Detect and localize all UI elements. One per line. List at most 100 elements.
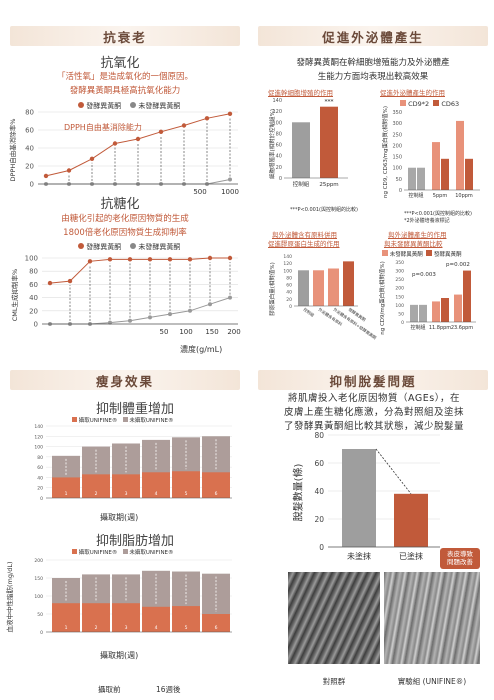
x-tick-label: 200 [227,328,240,336]
legend-unfermented: 未發酵異黃酮 [138,243,181,251]
y-tick-label: 150 [395,294,404,300]
bar [342,449,376,547]
bar [408,167,416,190]
sub-exo2-a: 與外泌體產生的作用 [388,231,447,239]
bar-with [82,603,110,632]
x-tick-label: 5ppm [433,193,448,199]
antigly-title: 抗糖化 [100,197,140,212]
y-tick-label: 40 [37,475,43,481]
bar [313,270,324,306]
fat-xlabel: 攝取期(週) [100,651,139,660]
data-point-fermented [67,278,73,284]
exo2-bar-chart: 0 50 100 150 200 250 300 350 控制組 11.8ppm 23.6ppm [395,260,476,331]
bar [292,122,310,178]
y-tick-label: 20 [25,163,34,171]
legend-cd63: CD63 [441,100,460,108]
legend-swatch-cd9 [400,100,406,106]
y-tick-label: 150 [392,155,402,161]
bar-with [202,614,230,632]
x-tick-label: 6 [215,625,218,631]
bar [454,294,462,322]
bar-with [142,472,170,498]
antigly-legend: 發酵異黃酮 未發酵異黃酮 [78,242,180,252]
fat-title: 抑制脂肪增加 [95,534,174,549]
fat-ylabel: 血液中中性脂肪(mg/dL) [6,561,14,633]
x-tick-label: 5 [185,625,188,631]
legend-dot-fermented [78,102,84,108]
improvement-badge: 表皮導致 問題改善 [440,548,480,569]
y-tick-label: 60 [37,465,43,471]
y-tick-label: 100 [34,594,43,600]
x-tick-label: 6 [215,491,218,497]
x-tick-label: 150 [205,328,218,336]
data-point-unfermented [228,295,232,300]
bar [298,270,309,306]
x-tick-label: 500 [193,188,206,196]
cells-bar-chart: 0 20 40 60 80 100 120 140 控制組 25ppm *** [272,98,348,188]
x-tick-label: 5 [185,491,188,497]
bar-with [52,477,80,498]
antiox-ylabel: DPPH自由基消除率% [9,118,17,182]
y-tick-label: 60 [25,127,34,135]
x-tick-label: 3 [125,491,128,497]
antigly-line2: 1800倍老化原因物質生成抑制率 [63,228,187,238]
cml-line-chart: 0 20 40 60 80 100 50 100 150 200 [25,255,241,337]
legend-swatch-with [72,549,77,554]
sub-exo2-b: 與未發酵異黃酮比較 [384,240,443,248]
y-tick-label: 20 [286,297,292,303]
legend-dot-unfermented [130,102,137,108]
y-tick-label: 100 [25,255,38,263]
weight-title: 抑制體重增加 [95,402,174,417]
y-tick-label: 140 [283,254,292,260]
sub-col-a: 與外泌體含有原料併用 [272,231,337,239]
y-tick-label: 0 [40,630,43,636]
legend-swatch-without [122,549,128,554]
x-tick-label: 控制組 [293,180,310,188]
exo-bar-chart: 0 50 100 150 200 250 300 350 控制組 5ppm 10ppm [392,110,480,199]
y-tick-label: 0 [30,181,34,189]
bar [419,304,427,322]
bar-with [112,474,140,498]
x-tick-label: 1000 [221,188,239,196]
legend-swatch-unfermented [382,250,388,256]
data-point-fermented [87,259,93,264]
bar [463,270,471,322]
x-tick-label: 25ppm [319,182,338,188]
y-tick-label: 200 [392,143,402,149]
weight-legend: 攝取UNIFINE® 未攝取UNIFINE® [72,416,174,424]
y-tick-label: 40 [29,294,38,302]
experiment-photo [384,572,480,664]
x-tick-label: 2 [95,625,98,631]
bar [432,142,440,190]
bar [432,301,440,322]
antiox-title: 抗氧化 [100,56,140,71]
data-point-fermented [107,257,113,262]
note-exo-b: *2外泌體培養液標記 [404,218,450,224]
y-tick-label: 20 [276,165,282,171]
y-tick-label: 200 [395,286,404,292]
data-point-fermented [127,257,133,262]
data-point-fermented [47,280,53,286]
x-tick-label: 4 [155,625,158,631]
x-tick-label: 100 [179,328,192,336]
x-tick-label: 控制組 [408,192,423,199]
data-point-fermented [181,123,187,128]
legend-fermented: 發酵異黃酮 [434,252,462,258]
trend-arrow [375,448,412,495]
legend-with: 攝取UNIFINE® [78,550,118,556]
y-tick-label: 0 [399,188,402,194]
y-tick-label: 120 [34,434,43,440]
footer-before: 攝取前 [98,685,121,694]
legend-dot-unfermented [130,243,137,249]
note-cells: ***P<0.001(與控制組的比較) [290,207,358,213]
y-tick-label: 80 [314,431,324,440]
significance-mark: *** [325,99,334,106]
y-tick-label: 50 [396,177,402,183]
exo2-ylabel: ng CD9/mg蛋白質(相對值%) [380,261,386,335]
y-tick-label: 0 [34,321,38,329]
col-ylabel: 膠原蛋白量(相對值%) [270,262,276,316]
bar [456,120,464,190]
section-banner-hairloss: 抑制脫髮問題 [258,370,488,390]
x-tick-label: 已塗抹 [399,551,423,561]
y-tick-label: 60 [314,459,324,468]
